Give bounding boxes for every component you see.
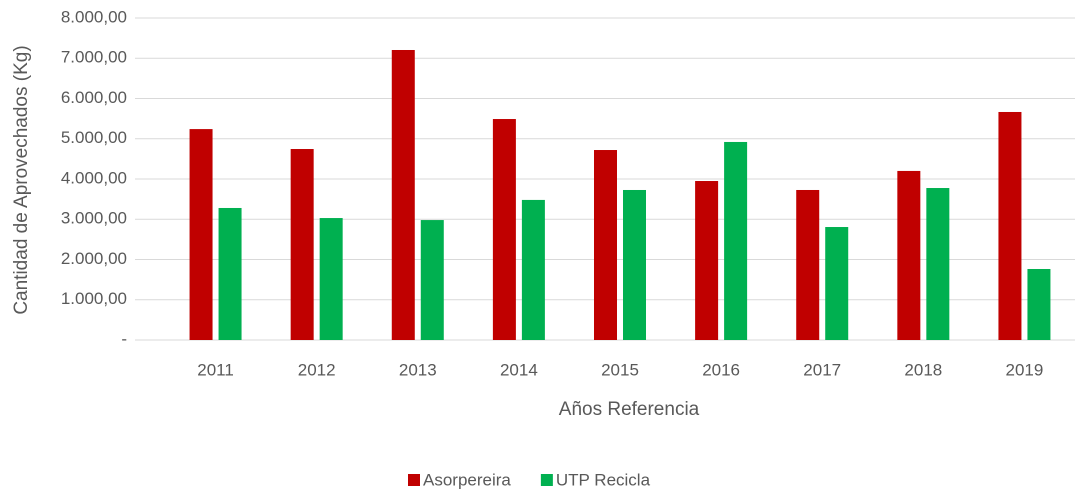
legend-swatch	[408, 474, 420, 486]
bar	[319, 218, 343, 340]
x-tick-label: 2012	[298, 360, 336, 379]
bar	[623, 189, 646, 340]
legend-label: UTP Recicla	[556, 470, 651, 489]
bar	[825, 227, 849, 340]
y-tick-label: 2.000,00	[61, 249, 127, 268]
bar	[492, 119, 516, 340]
bar	[695, 181, 719, 340]
bar	[926, 188, 950, 340]
x-tick-label: 2016	[702, 360, 740, 379]
x-axis-title: Años Referencia	[559, 399, 700, 420]
y-tick-label: 6.000,00	[61, 88, 127, 107]
x-tick-label: 2017	[803, 360, 841, 379]
bar	[521, 199, 545, 340]
x-tick-label: 2014	[500, 360, 538, 379]
x-tick-label: 2018	[904, 360, 942, 379]
bar	[796, 189, 820, 340]
bar	[594, 150, 617, 340]
x-tick-label: 2013	[399, 360, 437, 379]
legend-label: Asorpereira	[423, 470, 511, 489]
x-tick-label: 2019	[1006, 360, 1044, 379]
y-tick-label: -	[121, 329, 127, 348]
bar	[189, 129, 213, 340]
bar	[391, 49, 415, 340]
x-tick-label: 2011	[197, 360, 234, 379]
bar	[897, 170, 921, 340]
bar	[998, 111, 1022, 340]
y-axis-title: Cantidad de Aprovechados (Kg)	[11, 45, 32, 314]
bar	[290, 149, 314, 340]
y-tick-label: 7.000,00	[61, 48, 127, 67]
x-tick-label: 2015	[601, 360, 639, 379]
y-tick-label: 3.000,00	[61, 209, 127, 228]
y-tick-label: 8.000,00	[61, 7, 127, 26]
bar	[1027, 268, 1051, 340]
y-tick-label: 4.000,00	[61, 168, 127, 187]
bar	[420, 220, 444, 340]
y-tick-label: 5.000,00	[61, 128, 127, 147]
bar	[724, 141, 748, 340]
y-tick-label: 1.000,00	[61, 289, 127, 308]
bar	[218, 207, 242, 340]
legend-swatch	[540, 474, 553, 486]
